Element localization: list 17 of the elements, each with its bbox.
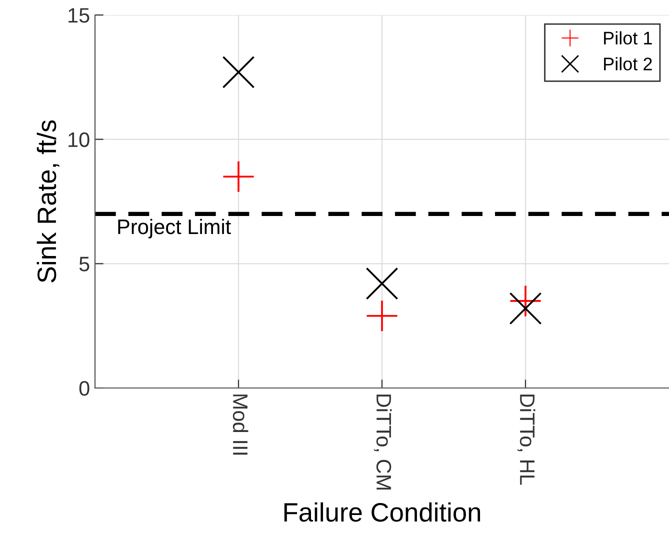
y-tick-label: 5 (79, 256, 90, 272)
x-tick-label: DiTTo, CM (374, 394, 392, 490)
x-tick-label: DiTTo, HL (517, 394, 536, 485)
point (222, 56, 255, 88)
y-axis-title: Sink Rate, ft/s (36, 120, 60, 282)
point (366, 267, 398, 300)
point (366, 300, 398, 332)
legend-label: Pilot 2 (604, 57, 652, 70)
point (223, 161, 254, 192)
point (509, 292, 542, 325)
y-tick-label: 15 (68, 8, 90, 23)
y-tick-label: 10 (68, 132, 90, 148)
y-tick-label: 0 (79, 381, 90, 396)
x-axis-title: Failure Condition (284, 502, 480, 522)
x-tick-label: Mod III (232, 394, 248, 455)
ref-line-label: Project Limit (118, 218, 231, 238)
legend-label: Pilot 1 (604, 31, 652, 45)
